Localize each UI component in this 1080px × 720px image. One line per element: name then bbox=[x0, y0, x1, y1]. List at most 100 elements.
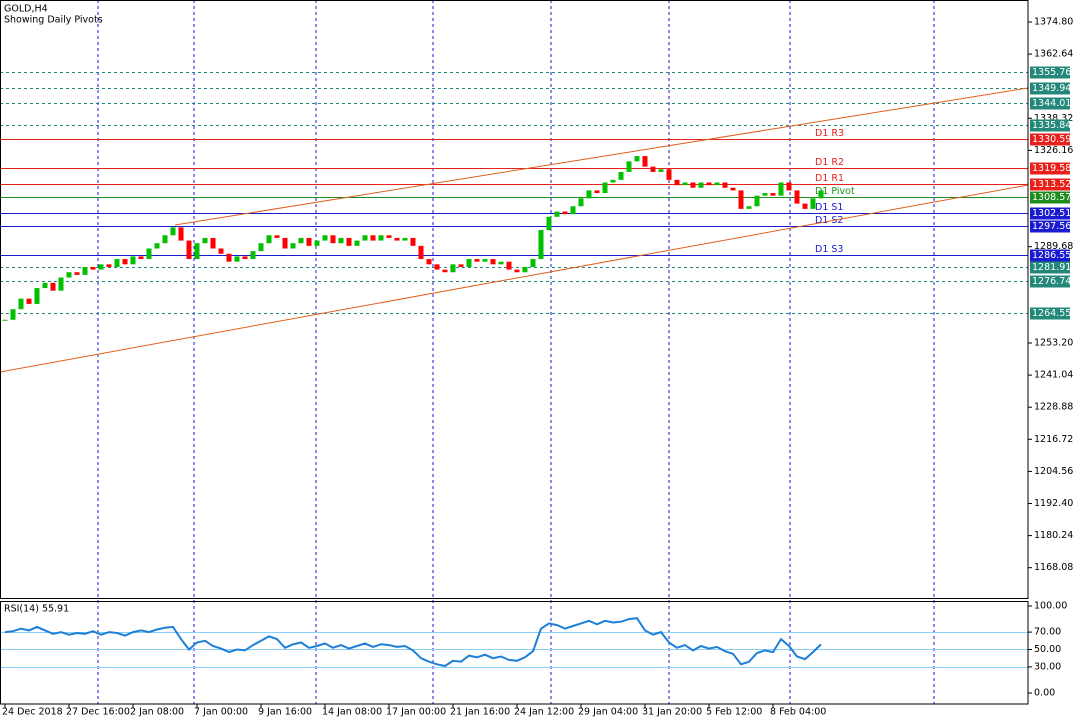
candle bbox=[618, 171, 624, 180]
candle bbox=[146, 248, 152, 260]
candle bbox=[10, 309, 16, 320]
y-tick-label: 1241.04 bbox=[1034, 370, 1073, 381]
candle bbox=[530, 259, 536, 267]
candle bbox=[306, 237, 312, 246]
y-tick-label: 1228.88 bbox=[1034, 402, 1073, 413]
candle bbox=[386, 235, 392, 238]
candle bbox=[234, 256, 240, 262]
candle bbox=[202, 237, 208, 244]
candle bbox=[538, 230, 544, 260]
x-tick-label: 31 Jan 20:00 bbox=[642, 707, 702, 718]
x-tick-label: 24 Jan 12:00 bbox=[514, 707, 574, 718]
x-tick-label: 14 Jan 08:00 bbox=[322, 707, 382, 718]
chart-title: GOLD,H4 bbox=[4, 4, 48, 15]
candle bbox=[778, 182, 784, 196]
candle bbox=[658, 169, 664, 172]
y-tick-label: 1180.24 bbox=[1034, 530, 1073, 541]
candle bbox=[666, 169, 672, 180]
candles bbox=[2, 156, 824, 321]
candle bbox=[170, 227, 176, 236]
candle bbox=[490, 259, 496, 265]
candle bbox=[242, 256, 248, 260]
candle bbox=[42, 282, 48, 289]
x-tick-label: 7 Jan 00:00 bbox=[194, 707, 248, 718]
y-tick-label: 50.00 bbox=[1034, 644, 1061, 655]
x-tick-label: 21 Jan 16:00 bbox=[450, 707, 510, 718]
level-label: 1276.74 bbox=[1032, 276, 1071, 287]
axes: 1374.80 1362.64 1338.32 1326.16 1289.68 1253.… bbox=[2, 16, 1073, 717]
candle bbox=[298, 237, 304, 244]
x-tick-label: 2 Jan 08:00 bbox=[130, 707, 184, 718]
candle bbox=[114, 259, 120, 267]
rsi-title: RSI(14) 55.91 bbox=[4, 604, 69, 615]
candle bbox=[602, 182, 608, 194]
level-label: 1349.94 bbox=[1032, 83, 1071, 94]
candle bbox=[26, 298, 32, 304]
candle bbox=[458, 264, 464, 267]
candle bbox=[562, 211, 568, 215]
candle bbox=[674, 179, 680, 186]
candle bbox=[522, 266, 528, 273]
candle bbox=[794, 190, 800, 204]
candle bbox=[474, 259, 480, 262]
candle bbox=[346, 237, 352, 246]
candle bbox=[498, 261, 504, 265]
candle bbox=[682, 182, 688, 186]
candle bbox=[570, 206, 576, 215]
candle bbox=[442, 269, 448, 273]
candle bbox=[426, 259, 432, 265]
candle bbox=[802, 203, 808, 209]
level-label-bg bbox=[1030, 119, 1070, 132]
candle bbox=[690, 182, 696, 188]
candle bbox=[130, 256, 136, 265]
x-tick-label: 5 Feb 12:00 bbox=[706, 707, 762, 718]
x-tick-label: 27 Dec 16:00 bbox=[66, 707, 130, 718]
trend-line bbox=[174, 87, 1029, 226]
level-label: 1281.91 bbox=[1032, 262, 1071, 273]
y-tick-label: 100.00 bbox=[1034, 601, 1067, 612]
chart-subtitle: Showing Daily Pivots bbox=[4, 15, 103, 26]
candle bbox=[410, 237, 416, 246]
rsi-panel bbox=[0, 617, 1028, 668]
candle bbox=[730, 187, 736, 191]
x-tick-label: 9 Jan 16:00 bbox=[258, 707, 312, 718]
x-tick-label: 17 Jan 00:00 bbox=[386, 707, 446, 718]
candle bbox=[74, 272, 80, 275]
candle bbox=[330, 235, 336, 244]
candle bbox=[66, 272, 72, 278]
candle bbox=[58, 277, 64, 291]
y-tick-label: 30.00 bbox=[1034, 661, 1061, 672]
candle bbox=[34, 288, 40, 304]
candle bbox=[738, 190, 744, 209]
candle bbox=[314, 240, 320, 246]
level-label-bg bbox=[1030, 178, 1070, 191]
candle bbox=[210, 237, 216, 249]
level-label-bg bbox=[1030, 275, 1070, 288]
candle bbox=[226, 253, 232, 262]
level-name: D1 S2 bbox=[815, 215, 843, 226]
candle bbox=[394, 237, 400, 241]
candle bbox=[362, 235, 368, 241]
candle bbox=[434, 264, 440, 270]
level-name: D1 Pivot bbox=[815, 186, 855, 197]
candle bbox=[378, 235, 384, 241]
candle bbox=[818, 190, 824, 199]
candle bbox=[450, 264, 456, 273]
level-label: 1330.59 bbox=[1032, 134, 1071, 145]
candle bbox=[786, 182, 792, 191]
candle bbox=[98, 264, 104, 270]
level-label-bg bbox=[1030, 307, 1070, 320]
y-tick-label: 0.00 bbox=[1034, 687, 1055, 698]
level-name: D1 R2 bbox=[815, 157, 844, 168]
level-label: 1313.52 bbox=[1032, 179, 1071, 190]
level-label: 1264.55 bbox=[1032, 308, 1071, 319]
candle bbox=[506, 261, 512, 270]
level-label: 1344.01 bbox=[1032, 98, 1071, 109]
candle bbox=[250, 251, 256, 260]
level-name: D1 R3 bbox=[815, 128, 844, 139]
y-tick-label: 1168.08 bbox=[1034, 562, 1073, 573]
level-label-bg bbox=[1030, 82, 1070, 95]
level-label-bg bbox=[1030, 162, 1070, 175]
